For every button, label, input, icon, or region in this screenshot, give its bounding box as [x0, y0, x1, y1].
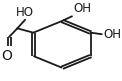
Text: OH: OH [73, 3, 91, 15]
Text: O: O [1, 49, 12, 63]
Text: HO: HO [16, 6, 34, 19]
Text: OH: OH [103, 28, 121, 41]
